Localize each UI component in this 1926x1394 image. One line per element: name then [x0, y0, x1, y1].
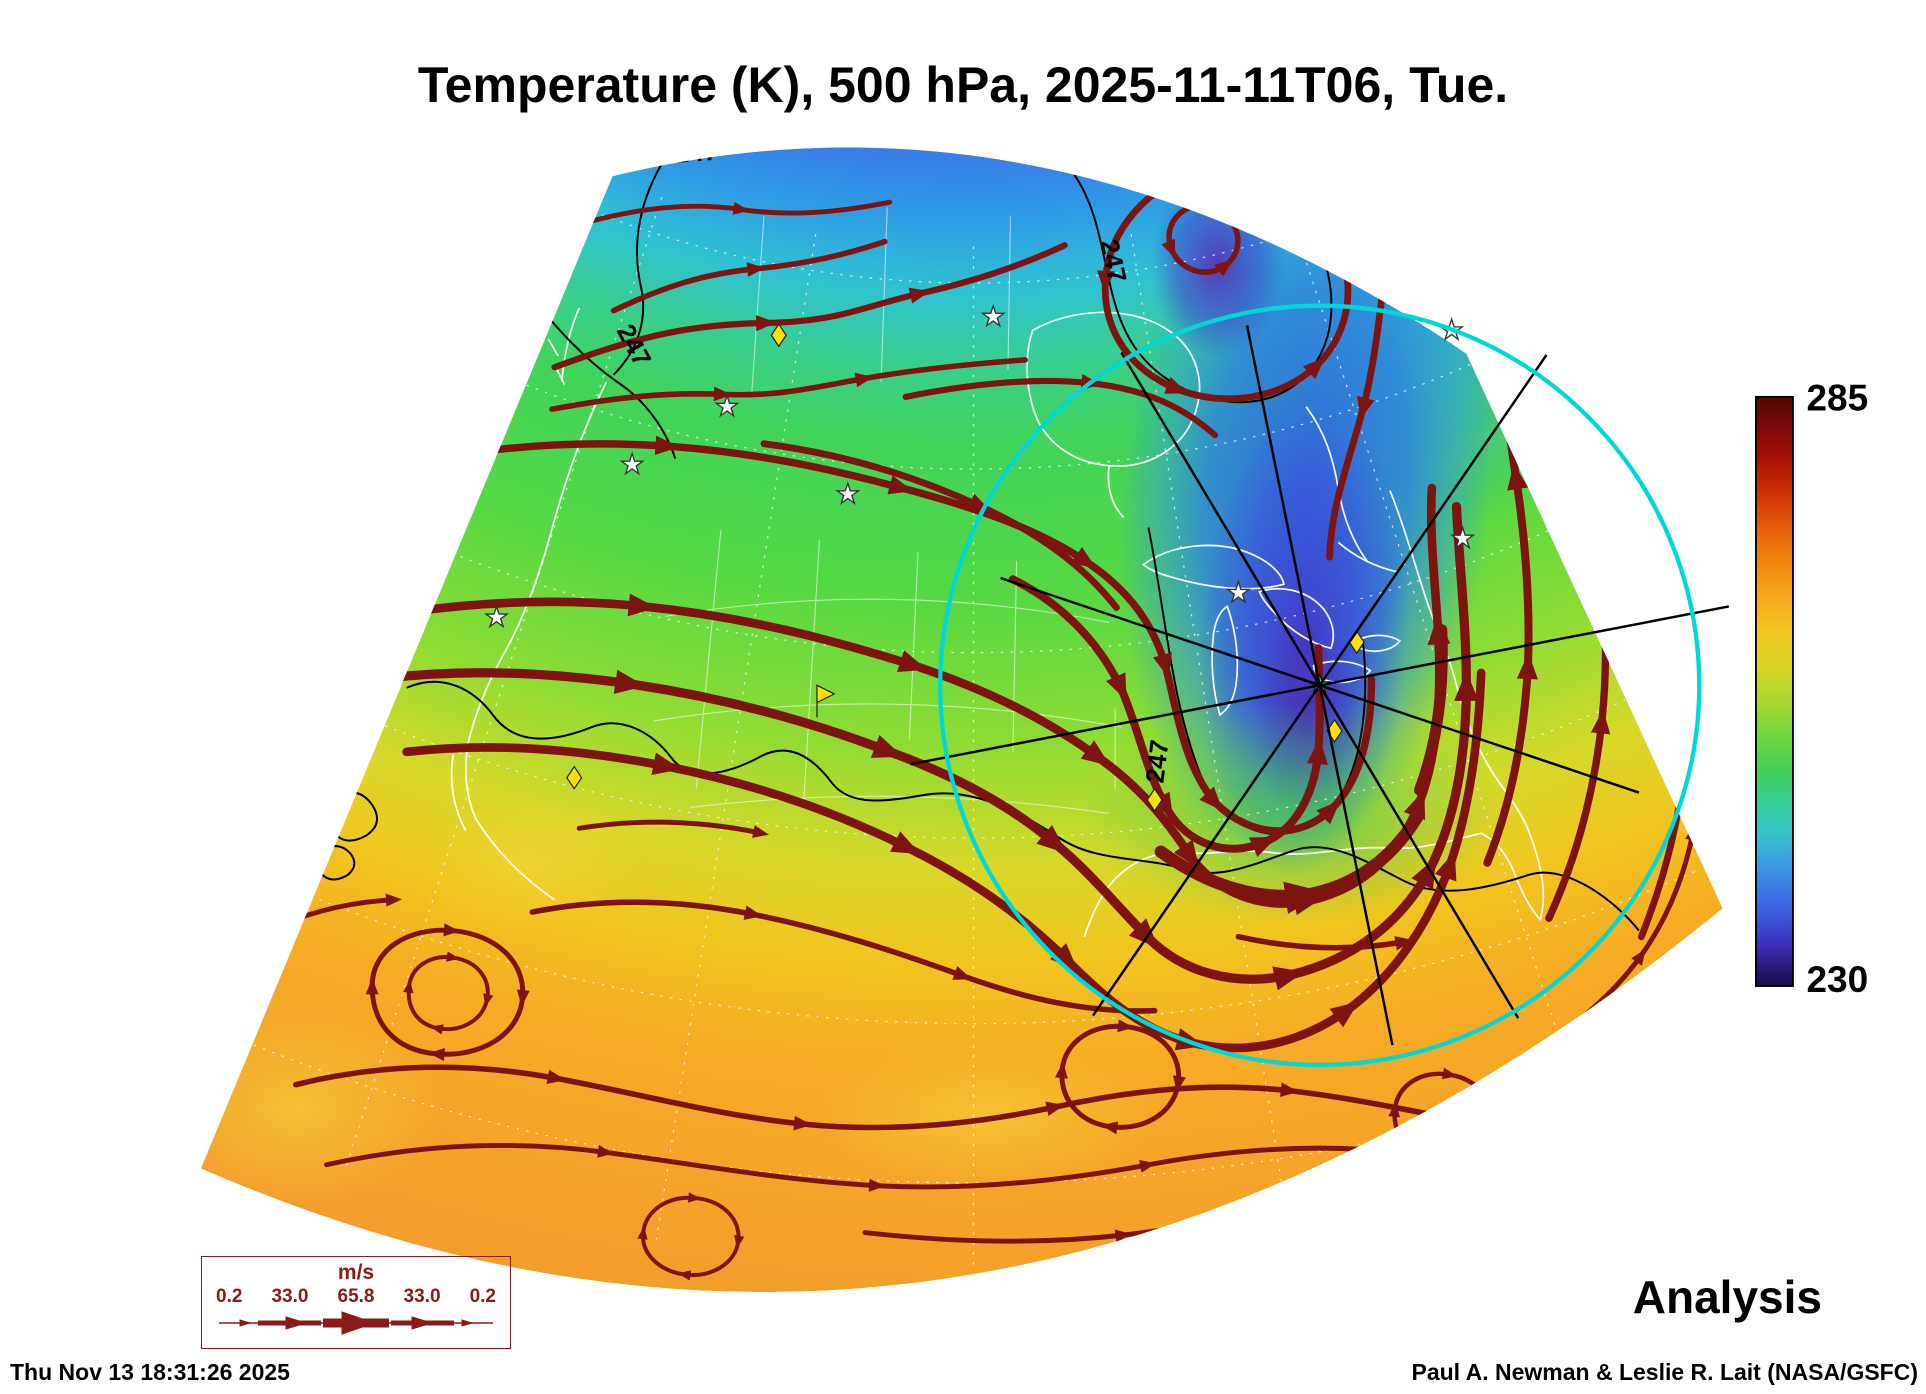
wind-legend-value: 0.2 [216, 1286, 243, 1307]
generation-timestamp: Thu Nov 13 18:31:26 2025 [10, 1359, 290, 1385]
colorbar-min-label: 230 [1806, 959, 1868, 1000]
pennant-marker [816, 684, 836, 718]
wind-speed-legend: m/s 0.2 33.0 65.8 33.0 0.2 [201, 1256, 511, 1349]
credit-text: Paul A. Newman & Leslie R. Lait (NASA/GS… [1411, 1359, 1918, 1385]
wind-legend-values: 0.2 33.0 65.8 33.0 0.2 [202, 1286, 510, 1308]
wind-scale-arrow [219, 1311, 493, 1335]
wind-legend-value: 33.0 [403, 1286, 441, 1307]
analysis-label: Analysis [1632, 1271, 1822, 1323]
wind-legend-value: 33.0 [271, 1286, 309, 1307]
colorbar: 285 230 [1755, 377, 1868, 1000]
wind-legend-value: 65.8 [337, 1286, 375, 1307]
wind-legend-units: m/s [337, 1261, 375, 1284]
colorbar-max-label: 285 [1806, 377, 1868, 418]
station-markers [485, 304, 1474, 812]
great-circle-lines [910, 325, 1730, 1046]
range-circle [938, 303, 1702, 1068]
wind-legend-value: 0.2 [469, 1286, 496, 1307]
wind-streamlines [252, 151, 1723, 1275]
page-title: Temperature (K), 500 hPa, 2025-11-11T06,… [417, 57, 1509, 113]
contour-label-247-d: 247 [1141, 738, 1174, 784]
contour-label-247-a: 247 [674, 138, 719, 169]
